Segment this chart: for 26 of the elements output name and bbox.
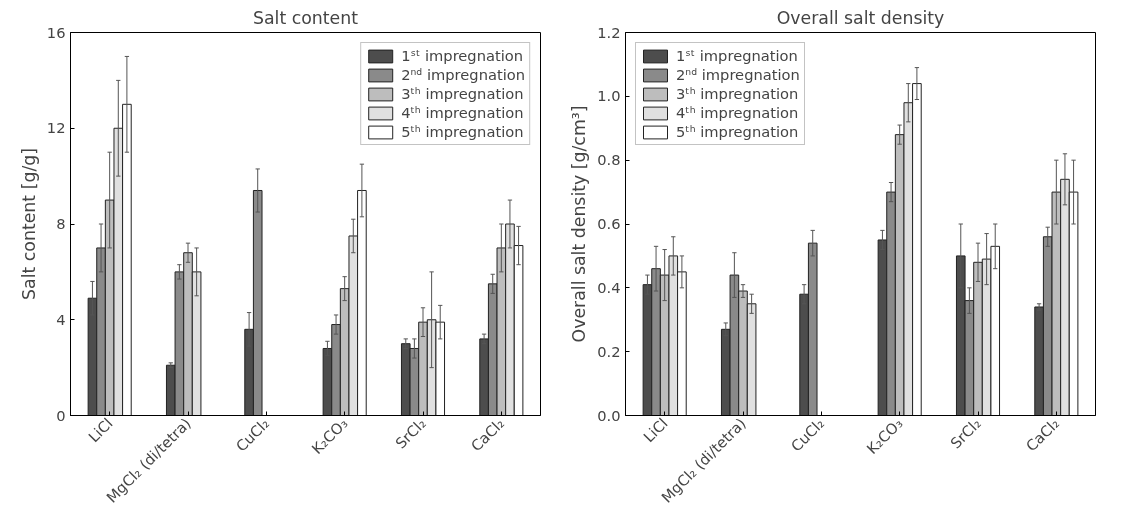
y-tick-label: 0.6 bbox=[597, 215, 621, 232]
legend-label: 2ⁿᵈ impregnation bbox=[676, 66, 800, 83]
y-tick-label: 8 bbox=[56, 215, 66, 232]
y-tick-label: 12 bbox=[46, 119, 66, 137]
y-tick-label: 1.2 bbox=[597, 23, 621, 41]
legend-label: 4ᵗʰ impregnation bbox=[676, 104, 799, 121]
legend-label: 4ᵗʰ impregnation bbox=[401, 104, 524, 121]
y-axis-title: Salt content [g/g] bbox=[18, 148, 39, 300]
legend-label: 5ᵗʰ impregnation bbox=[676, 123, 799, 140]
y-tick-label: 4 bbox=[56, 310, 66, 328]
y-tick-label: 0.0 bbox=[597, 406, 621, 424]
legend-label: 1ˢᵗ impregnation bbox=[676, 47, 798, 64]
y-tick-label: 16 bbox=[46, 23, 66, 41]
chart-title: Overall salt density bbox=[776, 7, 945, 28]
y-tick-label: 0.8 bbox=[597, 151, 621, 169]
legend-label: 3ᵗʰ impregnation bbox=[401, 85, 524, 102]
y-tick-label: 1.0 bbox=[597, 87, 621, 105]
chart-title: Salt content bbox=[252, 7, 359, 28]
legend-label: 5ᵗʰ impregnation bbox=[401, 123, 524, 140]
legend-label: 1ˢᵗ impregnation bbox=[401, 47, 523, 64]
y-tick-label: 0.4 bbox=[597, 278, 621, 296]
y-axis-title: Overall salt density [g/cm³] bbox=[569, 105, 590, 343]
y-tick-label: 0.2 bbox=[597, 342, 621, 360]
y-tick-label: 0 bbox=[56, 406, 66, 424]
legend-label: 3ᵗʰ impregnation bbox=[676, 85, 799, 102]
legend-label: 2ⁿᵈ impregnation bbox=[401, 66, 525, 83]
